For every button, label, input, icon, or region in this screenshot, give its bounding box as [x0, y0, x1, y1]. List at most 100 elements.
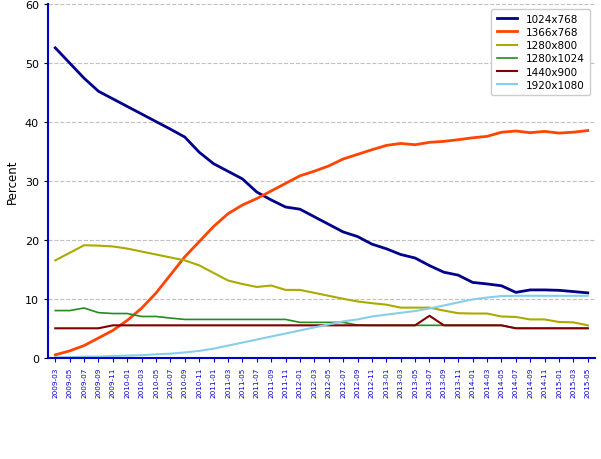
1280x800 [412, 305, 419, 311]
1920x1080 [267, 334, 275, 340]
1280x800 [138, 249, 145, 255]
1440x900 [469, 323, 476, 328]
Y-axis label: Percent: Percent [7, 159, 19, 203]
1366x768 [426, 140, 433, 146]
1440x900 [383, 323, 390, 328]
1024x768 [541, 287, 548, 293]
1440x900 [397, 323, 404, 328]
1024x768 [253, 190, 260, 196]
1024x768 [267, 198, 275, 203]
1440x900 [210, 323, 217, 328]
1280x800 [124, 246, 131, 252]
1024x768 [498, 283, 505, 289]
1366x768 [570, 130, 577, 136]
1280x1024 [512, 326, 519, 331]
1280x1024 [340, 320, 347, 325]
1920x1080 [526, 293, 534, 299]
1440x900 [81, 326, 88, 331]
1920x1080 [282, 331, 289, 336]
Line: 1024x768: 1024x768 [55, 49, 588, 293]
1366x768 [267, 189, 275, 194]
1280x1024 [181, 317, 188, 323]
1440x900 [296, 323, 304, 328]
1024x768 [138, 112, 145, 118]
1280x800 [383, 302, 390, 308]
1440x900 [195, 323, 203, 328]
1280x1024 [426, 323, 433, 328]
1920x1080 [138, 353, 145, 358]
1920x1080 [124, 353, 131, 358]
1366x768 [167, 273, 174, 278]
1280x1024 [167, 316, 174, 321]
1440x900 [555, 326, 563, 331]
1440x900 [426, 313, 433, 319]
1280x1024 [66, 308, 73, 313]
1920x1080 [584, 293, 591, 299]
1024x768 [181, 135, 188, 140]
1366x768 [526, 131, 534, 136]
1366x768 [469, 136, 476, 141]
1280x1024 [570, 326, 577, 331]
1280x800 [397, 305, 404, 311]
1280x1024 [81, 306, 88, 311]
1280x800 [153, 252, 160, 257]
1440x900 [441, 323, 448, 328]
1920x1080 [253, 337, 260, 342]
1440x900 [325, 323, 332, 328]
1024x768 [570, 289, 577, 295]
1280x1024 [354, 323, 361, 328]
1920x1080 [426, 306, 433, 312]
1280x1024 [253, 317, 260, 323]
1366x768 [224, 212, 231, 217]
1280x800 [340, 297, 347, 302]
1920x1080 [354, 317, 361, 323]
1440x900 [239, 323, 246, 328]
1366x768 [109, 328, 117, 334]
1024x768 [296, 207, 304, 213]
Line: 1366x768: 1366x768 [55, 131, 588, 355]
1366x768 [368, 148, 376, 153]
1024x768 [210, 162, 217, 167]
1366x768 [441, 140, 448, 145]
1920x1080 [541, 293, 548, 299]
1366x768 [397, 141, 404, 147]
1280x1024 [541, 326, 548, 331]
1280x800 [512, 314, 519, 320]
1920x1080 [224, 343, 231, 349]
1280x1024 [397, 323, 404, 328]
Line: 1920x1080: 1920x1080 [55, 296, 588, 358]
1024x768 [368, 242, 376, 247]
1280x800 [66, 251, 73, 256]
1024x768 [469, 280, 476, 285]
1280x800 [454, 311, 462, 316]
1280x1024 [224, 317, 231, 323]
1366x768 [239, 203, 246, 208]
1280x800 [181, 258, 188, 263]
1024x768 [95, 90, 102, 95]
1920x1080 [483, 295, 490, 301]
1440x900 [570, 326, 577, 331]
1280x800 [81, 243, 88, 248]
1366x768 [340, 157, 347, 162]
1280x1024 [153, 314, 160, 319]
1440x900 [124, 323, 131, 328]
1920x1080 [325, 322, 332, 327]
1280x800 [239, 282, 246, 287]
1280x800 [483, 311, 490, 317]
1366x768 [498, 130, 505, 136]
1920x1080 [512, 293, 519, 299]
Line: 1440x900: 1440x900 [55, 316, 588, 329]
1280x800 [167, 255, 174, 261]
1024x768 [512, 290, 519, 296]
1440x900 [267, 323, 275, 328]
1024x768 [124, 105, 131, 110]
1280x800 [426, 305, 433, 311]
1366x768 [541, 129, 548, 135]
1024x768 [282, 205, 289, 210]
1366x768 [81, 343, 88, 348]
1920x1080 [167, 351, 174, 357]
1280x800 [282, 287, 289, 293]
1920x1080 [555, 293, 563, 299]
1366x768 [412, 143, 419, 148]
1366x768 [354, 152, 361, 158]
